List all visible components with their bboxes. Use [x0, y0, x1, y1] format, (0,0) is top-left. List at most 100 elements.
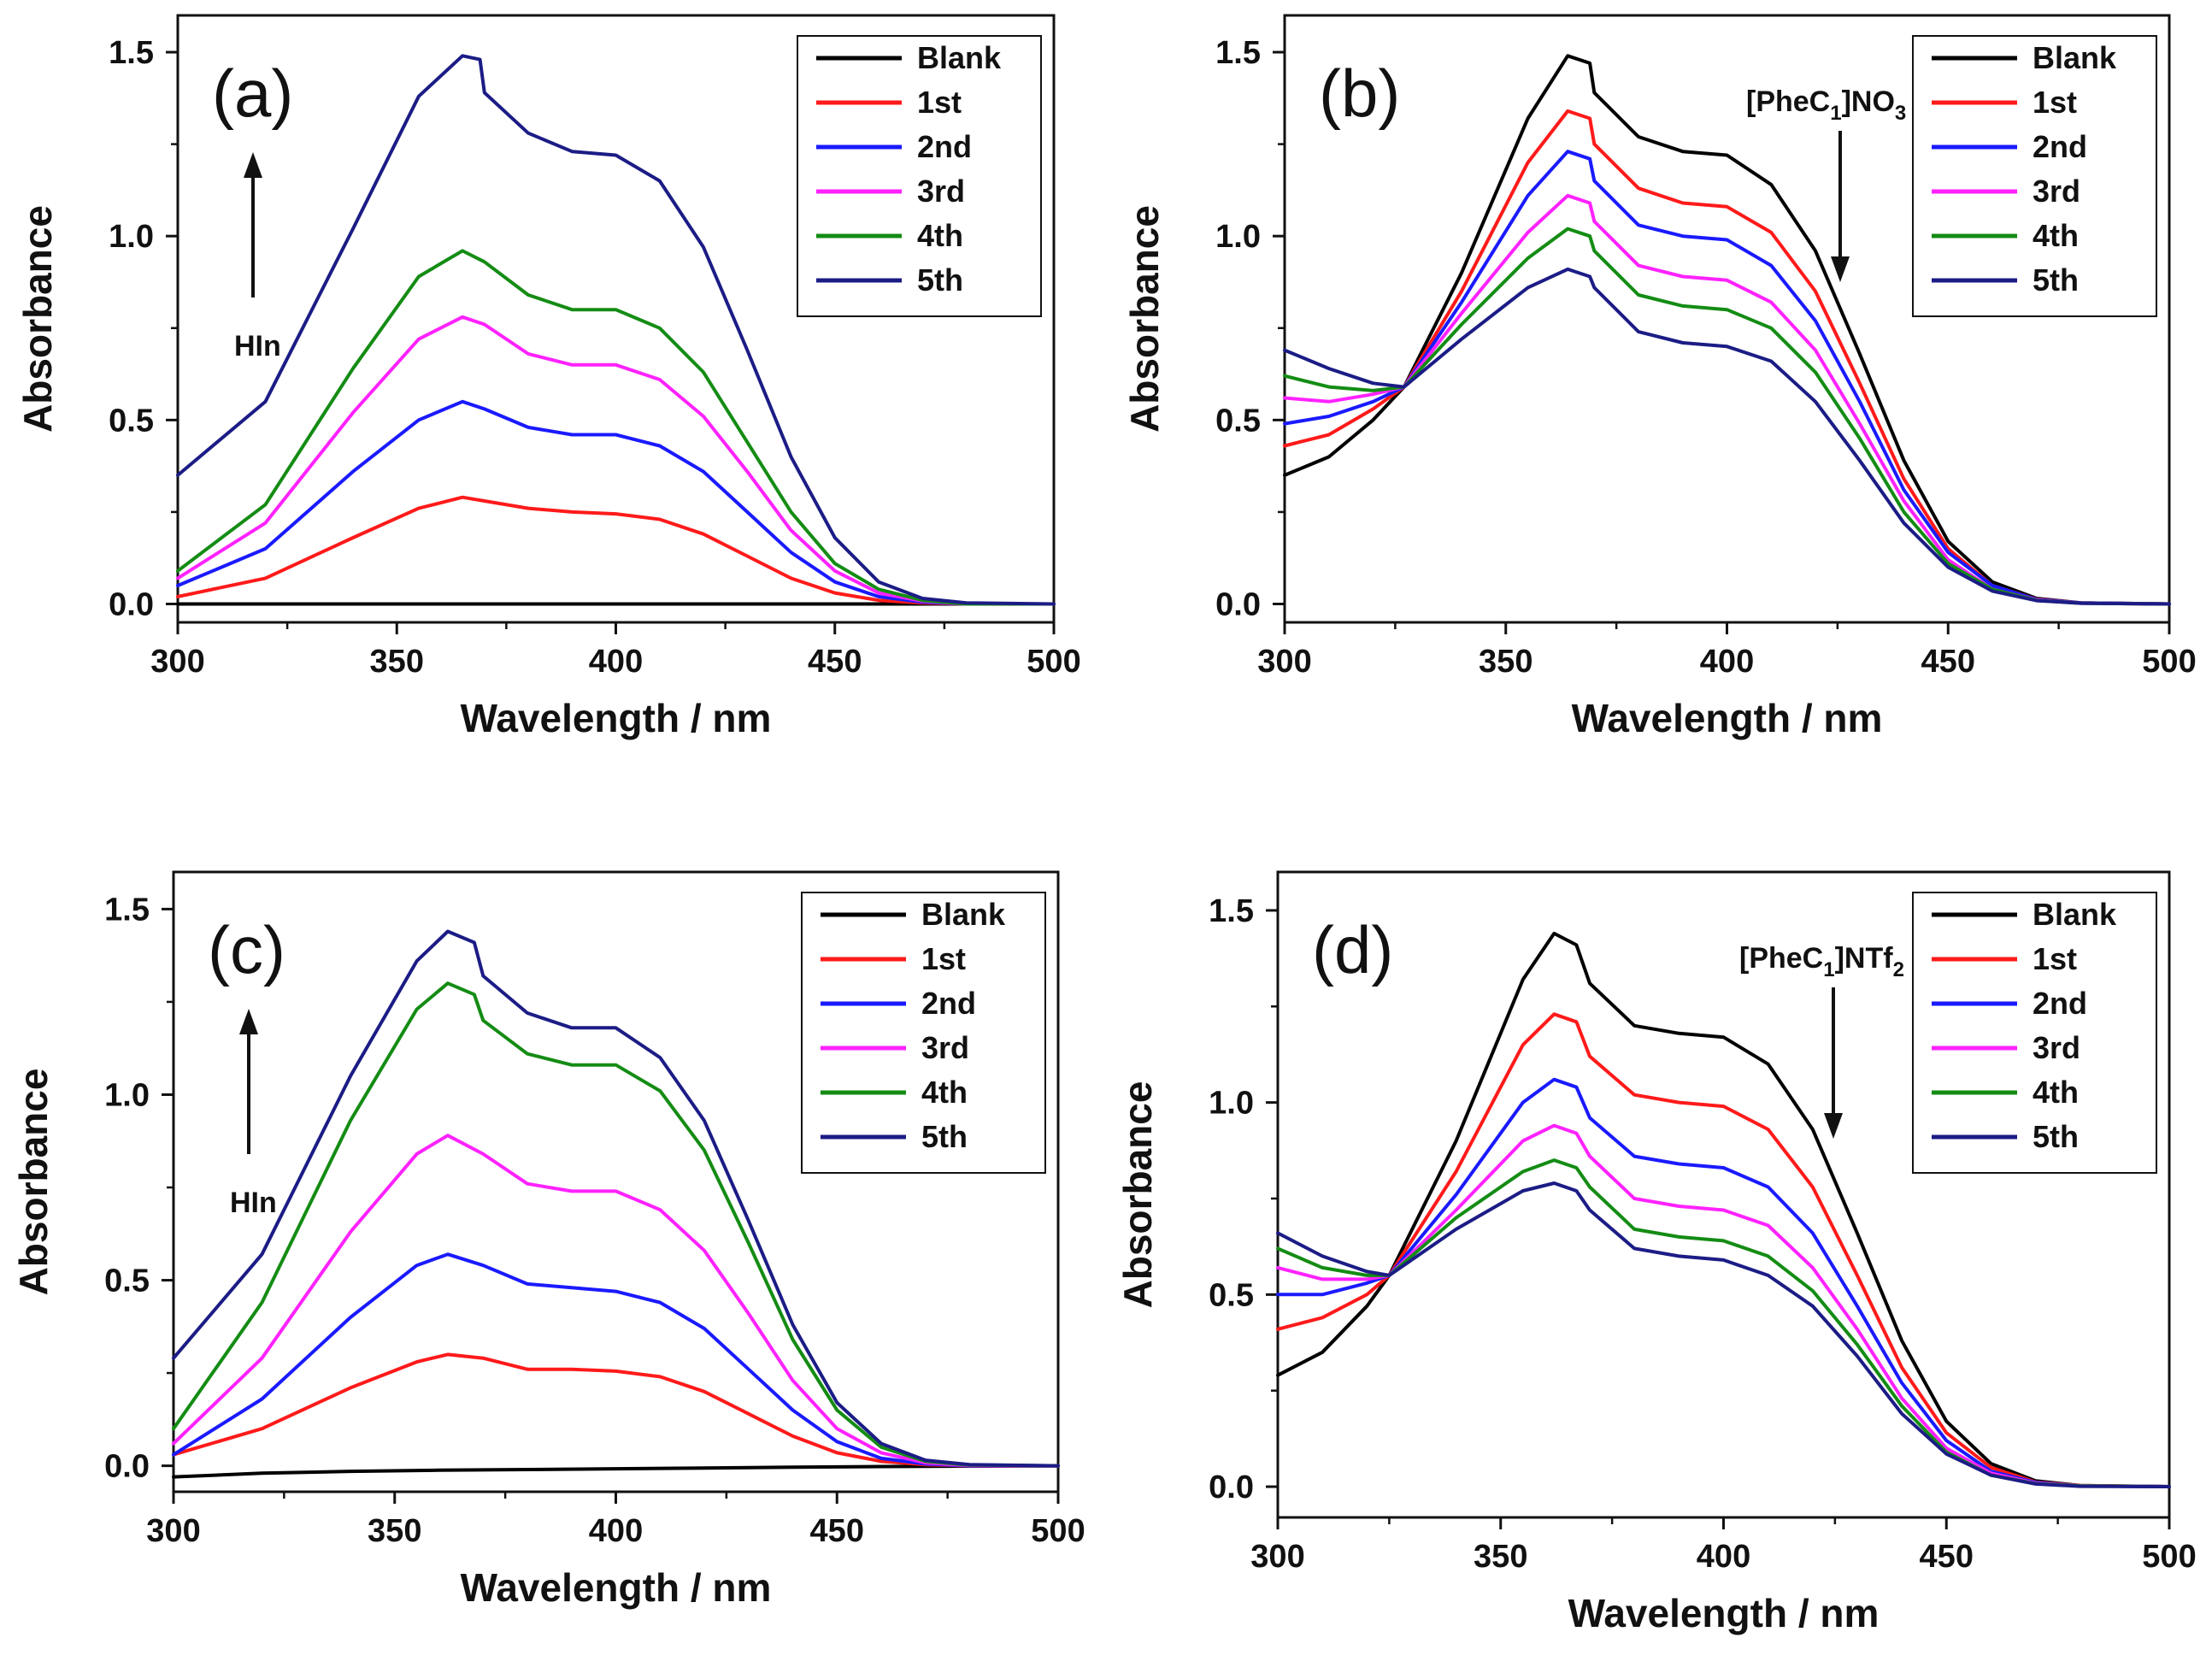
legend-label-4th: 4th: [2033, 218, 2079, 253]
x-tick-label: 400: [1697, 1539, 1750, 1575]
panel-b: 300 350 400 450 500 0.0 0.5 1.0 1.5 Wavelength / …: [1122, 14, 2197, 740]
legend-label-1st: 1st: [2033, 85, 2077, 120]
annotation-arrowhead: [244, 152, 262, 178]
legend-label-blank: Blank: [917, 40, 1002, 75]
legend-box: [801, 892, 1046, 1174]
y-tick-label: 0.0: [109, 586, 154, 622]
legend-label-3rd: 3rd: [2033, 174, 2080, 209]
y-axis-title: Absorbance: [1122, 205, 1167, 433]
series-line-blank: [1283, 54, 2171, 606]
annotation-label: [PheC1]NO3: [1746, 85, 1906, 125]
series-line-3rd: [172, 1134, 1060, 1468]
series-line-2nd: [172, 1252, 1060, 1468]
y-axis-title: Absorbance: [11, 1069, 56, 1296]
legend-label-2nd: 2nd: [2033, 986, 2087, 1021]
x-tick-label: 350: [368, 1513, 421, 1549]
legend-label-blank: Blank: [921, 897, 1006, 932]
annotation-subscript: 1: [1823, 958, 1834, 981]
series-line-5th: [172, 929, 1060, 1468]
y-tick-label: 1.5: [109, 35, 154, 71]
legend-label-5th: 5th: [2033, 262, 2079, 297]
series-line-3rd: [176, 315, 1056, 606]
series-line-1st: [1276, 1012, 2171, 1488]
x-axis-title: Wavelength / nm: [461, 696, 772, 740]
series-line-2nd: [1276, 1077, 2171, 1488]
annotation-label: HIn: [234, 330, 281, 362]
x-axis-title: Wavelength / nm: [1568, 1591, 1880, 1635]
series-line-5th: [1283, 267, 2171, 606]
y-axis-title: Absorbance: [1115, 1081, 1160, 1309]
annotation-label: HIn: [230, 1187, 277, 1219]
series-line-2nd: [176, 399, 1056, 606]
panel-c: 300 350 400 450 500 0.0 0.5 1.0 1.5 Wavelength / …: [11, 870, 1085, 1610]
panel-label: (b): [1319, 56, 1400, 131]
x-tick-label: 500: [2142, 1539, 2196, 1575]
series-line-1st: [172, 1352, 1060, 1468]
y-tick-label: 1.5: [1209, 893, 1254, 929]
x-tick-label: 450: [1920, 1539, 1974, 1575]
panel-label: (d): [1312, 912, 1393, 987]
x-tick-label: 300: [1257, 644, 1311, 680]
series-line-blank: [1276, 931, 2171, 1488]
series-line-4th: [1283, 227, 2171, 606]
y-tick-label: 1.5: [1215, 35, 1261, 71]
legend-box: [1912, 35, 2157, 317]
x-tick-label: 400: [1700, 644, 1754, 680]
x-tick-label: 400: [589, 644, 643, 680]
legend-label-3rd: 3rd: [917, 174, 965, 209]
y-tick-label: 0.0: [1209, 1470, 1254, 1505]
x-tick-label: 400: [589, 1513, 643, 1549]
series-line-4th: [176, 249, 1056, 606]
x-tick-label: 500: [2142, 644, 2196, 680]
y-tick-label: 1.0: [109, 219, 154, 255]
x-tick-label: 350: [1479, 644, 1533, 680]
legend-label-3rd: 3rd: [921, 1030, 969, 1065]
panel-label: (a): [212, 56, 293, 131]
panel-d: 300 350 400 450 500 0.0 0.5 1.0 1.5 Wavelength / …: [1115, 870, 2197, 1635]
panel-label: (c): [208, 912, 285, 987]
annotation-text-part: ]NTf: [1835, 942, 1894, 975]
x-axis-title: Wavelength / nm: [1572, 696, 1883, 740]
series-line-3rd: [1276, 1123, 2171, 1488]
annotation-subscript: 1: [1830, 102, 1841, 125]
x-tick-label: 450: [1921, 644, 1975, 680]
y-tick-label: 1.0: [1215, 219, 1261, 255]
y-tick-label: 1.0: [1209, 1086, 1254, 1122]
y-tick-label: 0.5: [1209, 1277, 1254, 1313]
annotation-text-part: ]NO: [1842, 85, 1895, 118]
annotation-arrowhead: [1831, 256, 1850, 282]
legend-label-4th: 4th: [2033, 1075, 2079, 1110]
annotation-subscript: 3: [1895, 102, 1906, 125]
legend-box: [797, 35, 1042, 317]
x-tick-label: 500: [1031, 1513, 1085, 1549]
series-line-4th: [172, 981, 1060, 1468]
series-line-5th: [1276, 1181, 2171, 1488]
x-tick-label: 450: [808, 644, 862, 680]
x-tick-label: 300: [146, 1513, 200, 1549]
legend-label-5th: 5th: [921, 1119, 968, 1154]
legend-label-2nd: 2nd: [2033, 129, 2087, 164]
y-tick-label: 0.0: [104, 1449, 150, 1485]
y-axis-title: Absorbance: [15, 205, 60, 433]
annotation-text-part: [PheC: [1739, 942, 1823, 975]
x-tick-label: 300: [1250, 1539, 1304, 1575]
series-line-1st: [176, 495, 1056, 606]
legend-label-4th: 4th: [921, 1075, 968, 1110]
legend-label-1st: 1st: [917, 85, 962, 120]
x-tick-label: 500: [1027, 644, 1080, 680]
y-tick-label: 0.0: [1215, 586, 1261, 622]
y-tick-label: 1.0: [104, 1077, 150, 1113]
series-line-5th: [176, 54, 1056, 606]
annotation-text-part: [PheC: [1746, 85, 1830, 118]
series-line-2nd: [1283, 150, 2171, 606]
legend-label-1st: 1st: [921, 941, 966, 976]
legend-label-4th: 4th: [917, 218, 963, 253]
annotation-label: [PheC1]NTf2: [1739, 942, 1904, 981]
annotation-arrowhead: [239, 1009, 258, 1034]
x-axis-title: Wavelength / nm: [461, 1565, 772, 1610]
x-tick-label: 300: [150, 644, 204, 680]
annotation-subscript: 2: [1893, 958, 1904, 981]
y-tick-label: 0.5: [1215, 403, 1261, 439]
